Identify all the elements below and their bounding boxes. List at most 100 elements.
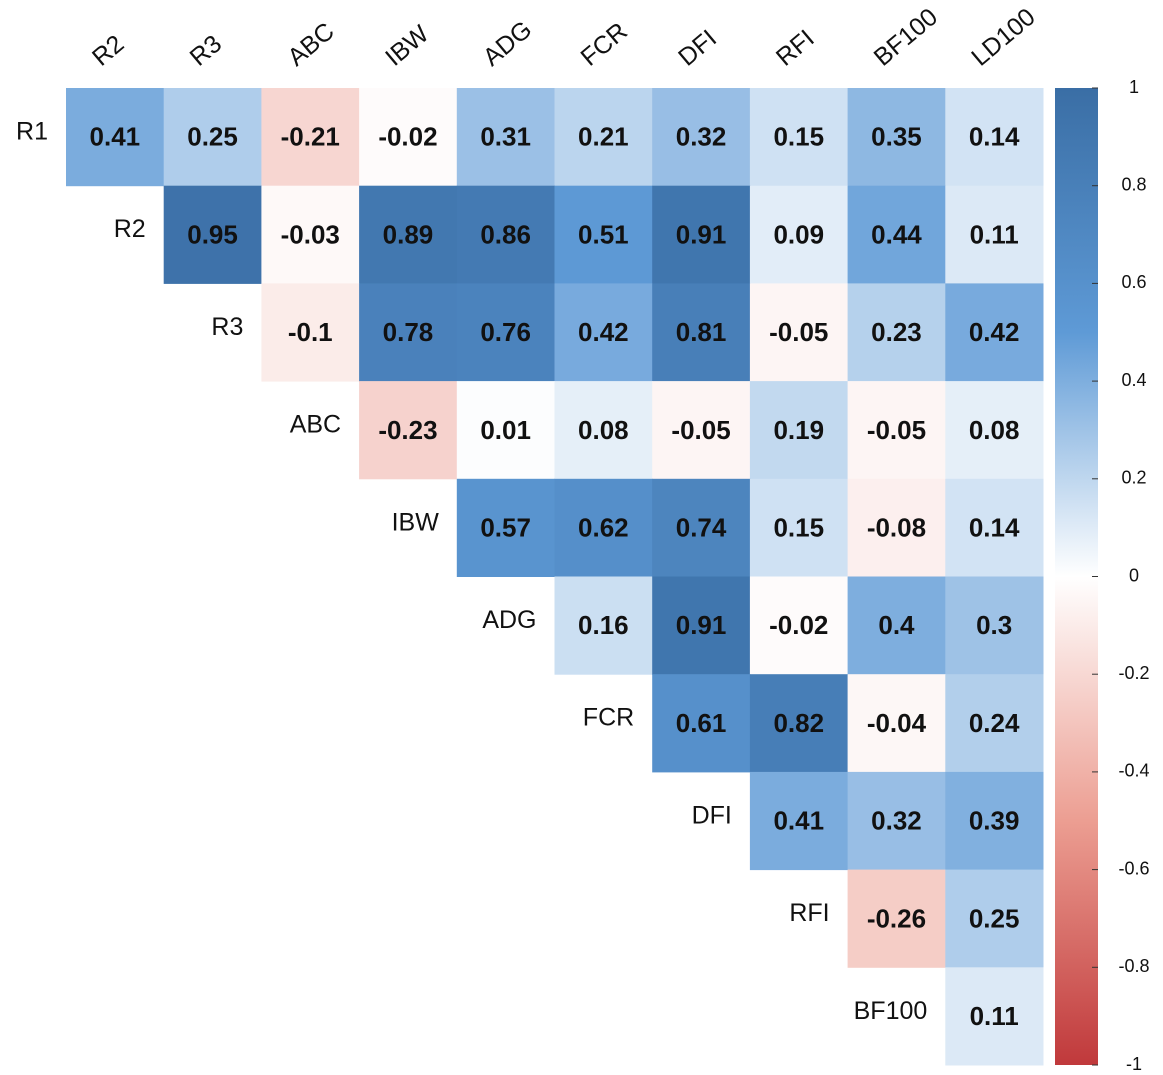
cell <box>652 88 751 187</box>
colorbar-tick-label: 0.8 <box>1121 174 1146 194</box>
cell <box>945 88 1044 187</box>
cell-value: -0.05 <box>769 317 828 347</box>
colorbar-tick-label: -0.6 <box>1118 858 1149 878</box>
column-label: ADG <box>478 15 538 71</box>
cell-value: -0.03 <box>281 219 340 249</box>
cell <box>163 88 262 187</box>
cell <box>554 185 653 284</box>
cell <box>554 478 653 577</box>
cell-value: 0.19 <box>773 415 824 445</box>
cell-value: 0.14 <box>969 513 1020 543</box>
column-label: IBW <box>380 20 434 72</box>
cell-value: -0.02 <box>378 122 437 152</box>
cell <box>554 88 653 187</box>
column-label: LD100 <box>966 3 1040 72</box>
cell <box>261 88 360 187</box>
cell <box>554 283 653 382</box>
cell-value: 0.82 <box>773 708 824 738</box>
cell-value: 0.89 <box>383 219 434 249</box>
cell-value: 0.78 <box>383 317 434 347</box>
column-label: ABC <box>282 17 339 71</box>
cell-value: 0.11 <box>970 219 1019 249</box>
cell-value: 0.81 <box>676 317 727 347</box>
row-label: RFI <box>789 899 829 927</box>
cell-value: 0.11 <box>970 1001 1019 1031</box>
cell-value: 0.74 <box>676 513 727 543</box>
cell-value: 0.61 <box>676 708 727 738</box>
cell <box>749 674 849 773</box>
cell <box>847 869 946 968</box>
cell <box>456 478 555 577</box>
cell <box>749 576 849 675</box>
row-label: R1 <box>16 117 48 145</box>
cell-value: -0.05 <box>867 415 926 445</box>
cell <box>945 674 1044 773</box>
cell-value: -0.1 <box>288 317 333 347</box>
colorbar-tick-label: -0.2 <box>1118 663 1149 683</box>
cell <box>359 88 458 187</box>
row-label: R3 <box>211 313 243 341</box>
cell <box>749 88 849 187</box>
cell <box>652 185 751 284</box>
colorbar-tick-label: 1 <box>1129 77 1139 97</box>
cell-value: 0.25 <box>187 122 238 152</box>
row-label: ADG <box>482 606 536 634</box>
column-label: DFI <box>673 24 722 71</box>
colorbar-tick-label: 0 <box>1129 565 1139 585</box>
cell <box>847 185 946 284</box>
cell-value: 0.62 <box>578 513 629 543</box>
cell <box>945 478 1044 577</box>
cell <box>554 576 653 675</box>
cell-value: 0.08 <box>578 415 629 445</box>
cell <box>749 478 849 577</box>
row-label: ABC <box>290 411 341 439</box>
cell-value: 0.41 <box>773 806 824 836</box>
colorbar-tick-label: 0.2 <box>1121 468 1146 488</box>
column-label: R3 <box>185 30 227 72</box>
cell-value: 0.21 <box>578 122 629 152</box>
cell-value: 0.31 <box>480 122 531 152</box>
cell-value: 0.91 <box>676 219 727 249</box>
cell-value: 0.76 <box>480 317 531 347</box>
cell <box>456 283 555 382</box>
cell <box>652 381 751 480</box>
cell-value: 0.39 <box>969 806 1020 836</box>
column-label: R2 <box>87 30 129 72</box>
cell-value: 0.41 <box>90 122 141 152</box>
cell <box>554 381 653 480</box>
cell <box>261 283 360 382</box>
cell-value: 0.08 <box>969 415 1020 445</box>
cell <box>359 283 458 382</box>
cell <box>163 185 262 284</box>
cell <box>847 674 946 773</box>
column-label: FCR <box>575 17 632 71</box>
cell-value: -0.23 <box>378 415 437 445</box>
row-label: BF100 <box>854 997 928 1025</box>
cell-value: 0.01 <box>480 415 531 445</box>
cell <box>359 381 458 480</box>
colorbar-tick-label: 0.6 <box>1121 272 1146 292</box>
cell <box>847 478 946 577</box>
cell <box>945 381 1044 480</box>
cell-value: -0.21 <box>281 122 340 152</box>
cell-value: 0.3 <box>976 610 1012 640</box>
colorbar-tick-label: -1 <box>1126 1054 1142 1074</box>
cell-value: -0.04 <box>867 708 927 738</box>
cell <box>749 185 849 284</box>
cell-value: 0.4 <box>878 610 915 640</box>
cell-value: 0.32 <box>871 806 922 836</box>
cell <box>945 967 1044 1066</box>
column-label: BF100 <box>869 3 943 72</box>
cell <box>261 185 360 284</box>
cell <box>945 185 1044 284</box>
cell <box>945 283 1044 382</box>
cell-value: 0.95 <box>187 219 238 249</box>
cell <box>847 381 946 480</box>
cell-value: 0.91 <box>676 610 727 640</box>
cell-value: -0.08 <box>867 513 926 543</box>
cell <box>456 381 555 480</box>
cell <box>456 88 555 187</box>
cell-value: 0.32 <box>676 122 727 152</box>
cell-value: 0.86 <box>480 219 531 249</box>
cell <box>847 88 946 187</box>
